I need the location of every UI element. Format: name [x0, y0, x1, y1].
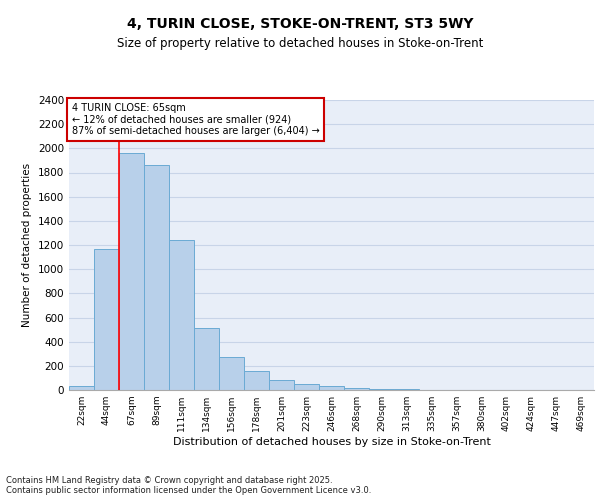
Text: 4 TURIN CLOSE: 65sqm
← 12% of detached houses are smaller (924)
87% of semi-deta: 4 TURIN CLOSE: 65sqm ← 12% of detached h… — [71, 103, 319, 136]
Y-axis label: Number of detached properties: Number of detached properties — [22, 163, 32, 327]
Bar — [319, 386, 344, 390]
Bar — [169, 240, 194, 390]
Text: 4, TURIN CLOSE, STOKE-ON-TRENT, ST3 5WY: 4, TURIN CLOSE, STOKE-ON-TRENT, ST3 5WY — [127, 18, 473, 32]
Bar — [194, 328, 219, 390]
Bar — [344, 388, 369, 390]
Bar — [219, 357, 244, 390]
Bar — [69, 386, 94, 390]
Bar — [119, 153, 144, 390]
Bar — [269, 380, 294, 390]
X-axis label: Distribution of detached houses by size in Stoke-on-Trent: Distribution of detached houses by size … — [173, 437, 490, 447]
Bar — [294, 384, 319, 390]
Bar — [94, 248, 119, 390]
Bar — [244, 372, 269, 390]
Bar — [369, 389, 394, 390]
Text: Size of property relative to detached houses in Stoke-on-Trent: Size of property relative to detached ho… — [117, 38, 483, 51]
Bar — [144, 165, 169, 390]
Text: Contains HM Land Registry data © Crown copyright and database right 2025.
Contai: Contains HM Land Registry data © Crown c… — [6, 476, 371, 495]
